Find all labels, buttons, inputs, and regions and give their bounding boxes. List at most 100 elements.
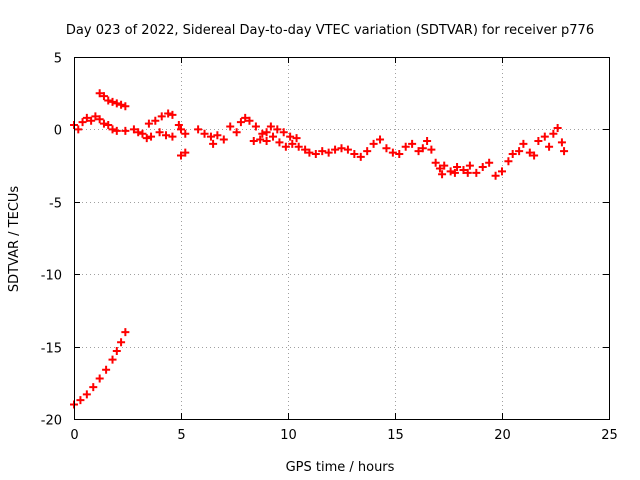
data-point xyxy=(472,168,481,177)
data-point xyxy=(108,125,117,134)
data-point xyxy=(427,145,436,154)
data-point xyxy=(249,136,258,145)
data-point xyxy=(408,139,417,148)
y-tick-label: 5 xyxy=(54,52,62,67)
data-point xyxy=(376,135,385,144)
data-point xyxy=(530,151,539,160)
data-point xyxy=(508,150,517,159)
data-point xyxy=(262,128,271,137)
data-point xyxy=(245,116,254,125)
x-tick-label: 15 xyxy=(387,428,404,443)
data-point xyxy=(388,148,397,157)
data-point xyxy=(350,150,359,159)
data-point xyxy=(76,396,85,405)
data-point xyxy=(401,142,410,151)
data-point xyxy=(82,113,91,122)
data-point xyxy=(95,89,104,98)
data-point xyxy=(478,163,487,172)
data-point xyxy=(258,129,267,138)
x-axis-label: GPS time / hours xyxy=(286,460,395,475)
data-point xyxy=(311,150,320,159)
data-point xyxy=(281,142,290,151)
data-point xyxy=(91,112,100,121)
data-point xyxy=(251,122,260,131)
data-point xyxy=(498,167,506,176)
data-point xyxy=(305,148,314,157)
data-point xyxy=(174,121,183,130)
data-point xyxy=(147,132,156,141)
data-point xyxy=(318,147,327,156)
data-point xyxy=(236,118,245,127)
data-point xyxy=(465,161,474,170)
data-point xyxy=(87,116,96,125)
data-point xyxy=(356,152,365,161)
data-point xyxy=(168,132,177,141)
data-point xyxy=(266,122,275,131)
data-point xyxy=(440,161,449,170)
data-point xyxy=(194,125,203,134)
data-point xyxy=(337,144,346,153)
data-point xyxy=(241,113,250,122)
data-point xyxy=(431,158,440,167)
data-point xyxy=(226,122,235,131)
data-point xyxy=(504,157,513,166)
data-point xyxy=(102,365,111,374)
data-point xyxy=(82,390,91,399)
data-point xyxy=(134,128,143,137)
data-point xyxy=(343,145,352,154)
data-point xyxy=(331,145,340,154)
data-point xyxy=(206,132,215,141)
data-point xyxy=(162,131,171,140)
data-point xyxy=(560,147,569,156)
y-tick-label: -15 xyxy=(41,342,62,357)
data-point xyxy=(200,129,209,138)
data-point xyxy=(104,121,113,130)
data-point xyxy=(382,144,391,153)
y-axis-label: SDTVAR / TECUs xyxy=(7,186,22,293)
data-point xyxy=(89,383,98,392)
data-point xyxy=(181,148,190,157)
plot-frame xyxy=(74,57,610,420)
data-point xyxy=(181,129,190,138)
data-points xyxy=(70,89,569,409)
data-point xyxy=(324,148,333,157)
data-point xyxy=(121,126,130,135)
data-point xyxy=(273,125,282,134)
y-tick-label: -10 xyxy=(41,269,62,284)
x-tick-label: 10 xyxy=(280,428,297,443)
data-point xyxy=(108,355,117,364)
data-point xyxy=(177,151,185,160)
data-point xyxy=(168,110,177,119)
data-point xyxy=(557,138,566,147)
data-point xyxy=(144,119,153,128)
data-point xyxy=(553,123,562,132)
data-point xyxy=(301,145,310,154)
y-tick-label: -20 xyxy=(41,414,62,429)
data-point xyxy=(463,168,472,177)
data-point xyxy=(219,135,228,144)
grid-lines xyxy=(74,57,609,419)
data-point xyxy=(423,136,432,145)
data-point xyxy=(129,125,138,134)
data-point xyxy=(155,128,164,137)
x-tick-label: 5 xyxy=(177,428,185,443)
y-tick-label: 0 xyxy=(54,124,62,139)
data-point xyxy=(99,119,108,128)
data-point xyxy=(288,139,297,148)
data-point xyxy=(121,328,130,337)
data-point xyxy=(446,167,455,176)
data-point xyxy=(545,142,554,151)
chart-title: Day 023 of 2022, Sidereal Day-to-day VTE… xyxy=(66,23,594,38)
data-point xyxy=(418,144,427,153)
data-point xyxy=(279,128,288,137)
data-point xyxy=(74,125,83,134)
data-point xyxy=(491,171,500,180)
data-point xyxy=(232,128,241,137)
axis-ticks: 0 5 10 15 20 25 -20 -15 -10 -5 0 5 xyxy=(41,52,618,444)
x-tick-label: 20 xyxy=(494,428,511,443)
data-point xyxy=(435,164,444,173)
x-tick-label: 25 xyxy=(601,428,618,443)
data-point xyxy=(292,134,301,143)
data-point xyxy=(453,163,462,172)
